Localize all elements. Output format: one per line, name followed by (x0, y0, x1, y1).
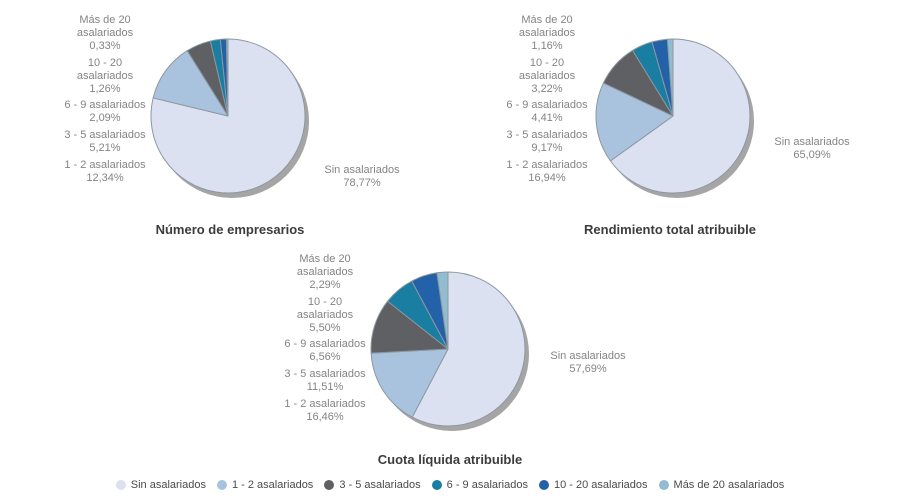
legend-swatch-icon (115, 480, 126, 490)
callout-mas-de-20: Más de 20 asalariados 2,29% (296, 253, 354, 291)
legend-item-label: Sin asalariados (130, 479, 206, 491)
pie-rendimiento-total (595, 38, 754, 198)
callout-3-5: 3 - 5 asalariados 5,21% (64, 129, 146, 154)
pie-slice-1-2-asalariados (152, 50, 229, 117)
legend-item-label: 3 - 5 asalariados (339, 479, 421, 491)
pie-numero-de-empresarios (150, 38, 309, 198)
legend: Sin asalariados 1 - 2 asalariados 3 - 5 … (0, 479, 900, 491)
callout-6-9: 6 - 9 asalariados 2,09% (64, 99, 146, 124)
legend-swatch-icon (324, 480, 335, 490)
chart-title-rendimiento-total: Rendimiento total atribuible (584, 222, 756, 237)
callout-mas-de-20: Más de 20 asalariados 0,33% (76, 14, 134, 52)
legend-item-label: 1 - 2 asalariados (231, 479, 314, 491)
legend-item-label: Más de 20 asalariados (673, 479, 785, 491)
legend-swatch-icon (431, 480, 442, 490)
legend-item-1-2-asalariados: 1 - 2 asalariados (216, 479, 314, 491)
legend-swatch-icon (538, 480, 549, 490)
callout-sin-asalariados: Sin asalariados 65,09% (774, 136, 850, 161)
pie-slice-m-s-de-20-asalariados (225, 38, 229, 117)
callout-1-2: 1 - 2 asalariados 16,94% (506, 159, 588, 184)
callout-10-20: 10 - 20 asalariados 1,26% (76, 57, 134, 95)
legend-item-10-20-asalariados: 10 - 20 asalariados (538, 479, 648, 491)
pie-slice-1-2-asalariados (370, 348, 449, 418)
pie-slice-sin-asalariados (609, 38, 751, 194)
callout-sin-asalariados: Sin asalariados 57,69% (550, 350, 626, 375)
callout-6-9: 6 - 9 asalariados 4,41% (506, 99, 588, 124)
callout-6-9: 6 - 9 asalariados 6,56% (284, 338, 366, 363)
pie-slice-1-2-asalariados (595, 82, 674, 162)
callout-1-2: 1 - 2 asalariados 12,34% (64, 159, 146, 184)
callout-mas-de-20: Más de 20 asalariados 1,16% (518, 14, 576, 52)
pie-cuota-liquida (370, 271, 529, 431)
legend-item-3-5-asalariados: 3 - 5 asalariados (324, 479, 421, 491)
chart-title-cuota-liquida: Cuota líquida atribuible (377, 452, 523, 467)
legend-item-mas-de-20-asalariados: Más de 20 asalariados (658, 479, 785, 491)
callout-10-20: 10 - 20 asalariados 5,50% (296, 296, 354, 334)
callout-1-2: 1 - 2 asalariados 16,46% (284, 398, 366, 423)
callout-3-5: 3 - 5 asalariados 9,17% (506, 129, 588, 154)
chart-title-numero-de-empresarios: Número de empresarios (155, 222, 305, 237)
callout-3-5: 3 - 5 asalariados 11,51% (284, 368, 366, 393)
pie-slice-m-s-de-20-asalariados (666, 38, 674, 117)
callout-sin-asalariados: Sin asalariados 78,77% (324, 164, 400, 189)
legend-item-sin-asalariados: Sin asalariados (115, 479, 206, 491)
pie-slice-m-s-de-20-asalariados (436, 271, 449, 350)
legend-item-label: 6 - 9 asalariados (446, 479, 528, 491)
legend-item-label: 10 - 20 asalariados (553, 479, 648, 491)
pie-slice-sin-asalariados (411, 271, 526, 427)
legend-swatch-icon (658, 480, 669, 490)
legend-swatch-icon (216, 480, 227, 490)
callout-10-20: 10 - 20 asalariados 3,22% (518, 57, 576, 95)
legend-item-6-9-asalariados: 6 - 9 asalariados (431, 479, 528, 491)
